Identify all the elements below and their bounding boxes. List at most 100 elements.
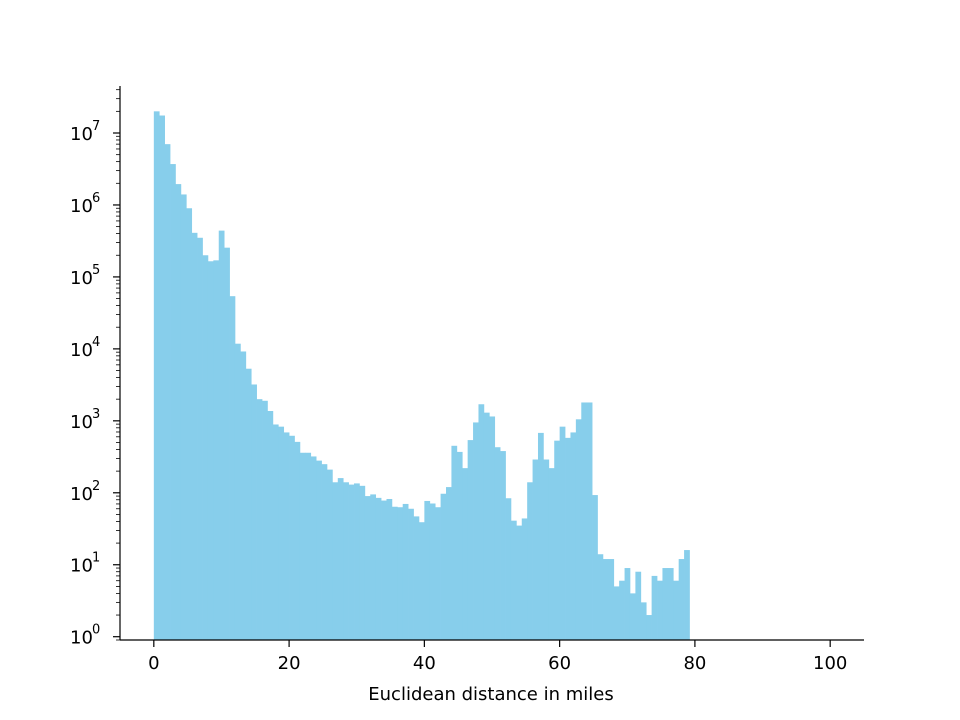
histogram-bar — [640, 602, 647, 640]
histogram-bar — [657, 580, 663, 640]
histogram-bar — [332, 482, 339, 640]
histogram-bar — [462, 468, 468, 640]
histogram-bar — [467, 440, 474, 640]
y-tick-exponent: 5 — [92, 263, 100, 278]
y-tick-exponent: 7 — [92, 119, 100, 134]
histogram-bar — [446, 487, 452, 640]
histogram-bar — [451, 445, 458, 640]
histogram-bar — [299, 452, 306, 640]
histogram-bar — [197, 237, 203, 640]
histogram-bar — [343, 482, 349, 640]
histogram-bar — [570, 432, 577, 640]
histogram-bar — [684, 550, 690, 640]
histogram-bar — [483, 412, 490, 640]
histogram-bar — [673, 580, 680, 640]
histogram-bar — [478, 404, 485, 640]
y-tick-label: 10 — [70, 556, 93, 577]
histogram-bar — [191, 232, 198, 640]
histogram-bar — [532, 459, 539, 640]
histogram-bar — [170, 164, 176, 640]
histogram-bar — [321, 464, 328, 640]
histogram-bar — [521, 518, 528, 640]
histogram-bar — [592, 495, 598, 640]
histogram-bar — [310, 456, 317, 640]
histogram-bar — [418, 522, 425, 640]
x-tick-label: 60 — [548, 653, 571, 674]
histogram-bar — [348, 484, 355, 640]
histogram-bar — [267, 411, 274, 640]
histogram-bar — [207, 261, 214, 640]
histogram-bar — [408, 508, 414, 640]
histogram-bar — [245, 368, 252, 640]
histogram-bar — [175, 184, 182, 640]
histogram-bar — [240, 351, 247, 640]
histogram-bar — [505, 498, 512, 640]
histogram-bar — [586, 402, 593, 640]
y-tick-label: 10 — [70, 340, 93, 361]
x-tick-label: 40 — [413, 653, 436, 674]
y-tick-label: 10 — [70, 412, 93, 433]
x-axis-label: Euclidean distance in miles — [368, 684, 613, 705]
histogram-bar — [386, 498, 393, 640]
histogram-bar — [537, 432, 544, 640]
histogram-bar — [608, 559, 615, 640]
histogram-bar — [218, 230, 225, 640]
histogram-bar — [224, 247, 230, 641]
histogram-bar — [381, 500, 387, 640]
histogram-bar — [153, 111, 160, 641]
histogram-bar — [391, 506, 398, 640]
histogram-bar — [651, 575, 658, 640]
histogram-bar — [278, 426, 285, 640]
histogram-bar — [646, 615, 652, 640]
histogram-bar — [516, 525, 523, 640]
histogram-bar — [548, 468, 555, 640]
y-tick-exponent: 1 — [92, 551, 100, 566]
y-tick-exponent: 2 — [92, 479, 100, 494]
y-tick-exponent: 0 — [92, 623, 100, 638]
y-tick-exponent: 3 — [92, 407, 100, 422]
histogram-bar — [429, 503, 436, 640]
histogram-bar — [364, 496, 371, 640]
histogram-bar — [500, 451, 506, 640]
histogram-bar — [473, 422, 479, 640]
histogram-bar — [667, 568, 674, 640]
histogram-bar — [543, 459, 550, 640]
histogram-bar — [597, 554, 604, 640]
histogram-bar — [527, 482, 533, 640]
histogram-bar — [613, 586, 620, 640]
histogram-bar — [575, 419, 582, 640]
x-tick-label: 100 — [813, 653, 847, 674]
histogram-bar — [354, 483, 360, 640]
x-axis: 0 20 40 60 80 100 — [120, 639, 864, 674]
histogram-bar — [510, 520, 517, 640]
histogram-bar — [370, 494, 377, 640]
x-tick-label: 20 — [278, 653, 301, 674]
x-tick-label: 0 — [148, 653, 159, 674]
histogram-bar — [435, 507, 441, 640]
histogram-bar — [305, 452, 312, 640]
histogram-bar — [213, 260, 220, 640]
histogram-bar — [251, 384, 257, 640]
histogram-bar — [629, 593, 636, 640]
histogram-bar — [402, 503, 409, 640]
histogram-bar — [234, 343, 241, 640]
histogram-bar — [413, 516, 420, 640]
histogram-bar — [159, 115, 165, 640]
y-tick-label: 10 — [70, 124, 93, 145]
histogram-bar — [289, 435, 295, 640]
histogram-bar — [624, 568, 631, 640]
histogram-bar — [489, 416, 496, 640]
histogram-bar — [186, 208, 193, 640]
y-tick-exponent: 4 — [92, 335, 100, 350]
histogram-bar — [424, 500, 431, 640]
y-tick-label: 10 — [70, 268, 93, 289]
histogram-bar — [359, 485, 366, 640]
histogram-bar — [602, 559, 609, 640]
histogram-bar — [565, 437, 571, 640]
y-tick-label: 10 — [70, 628, 93, 649]
histogram-bar — [494, 447, 501, 640]
histogram-bar — [283, 432, 290, 640]
histogram-bar — [581, 402, 588, 640]
histogram-bar — [554, 440, 560, 640]
